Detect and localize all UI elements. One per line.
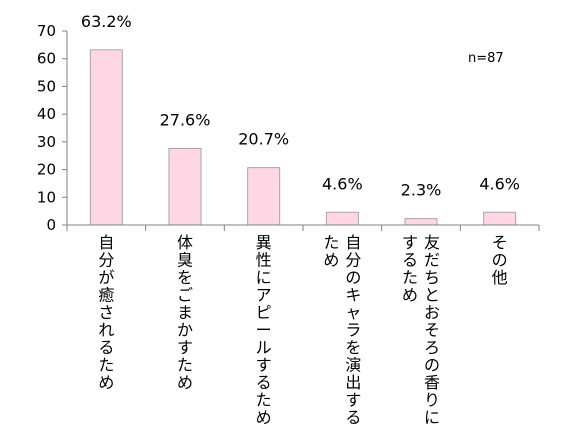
category-label-column: するため <box>402 233 418 305</box>
y-tick-label: 40 <box>37 105 56 123</box>
category-label-column: 友だちとおそろの香りに <box>424 233 440 427</box>
data-labels: 63.2% 27.6% 20.7% 4.6% 2.3% 4.6% <box>81 12 520 200</box>
y-tick-label: 30 <box>37 133 56 151</box>
y-tick-label: 20 <box>37 161 56 179</box>
data-label: 27.6% <box>160 111 211 130</box>
sample-size-note: n=87 <box>468 51 504 66</box>
data-label: 4.6% <box>322 174 363 193</box>
bars <box>89 49 517 226</box>
bar <box>168 148 202 226</box>
y-tick-label: 70 <box>37 22 56 40</box>
category-label-column: 体臭をごまかすため <box>177 233 193 392</box>
category-label: 自分が癒されるため <box>98 233 114 392</box>
bar <box>404 218 438 226</box>
data-label: 20.7% <box>238 130 289 149</box>
bar <box>89 49 123 226</box>
category-label-column: 自分のキャラを演出する <box>345 233 361 427</box>
y-tick-label: 10 <box>37 188 56 206</box>
category-label: 異性にアピールするため <box>256 233 272 427</box>
y-tick-label: 50 <box>37 77 56 95</box>
data-label: 63.2% <box>81 12 132 31</box>
bar <box>325 211 359 226</box>
data-label: 4.6% <box>479 174 520 193</box>
category-label-column: 自分が癒されるため <box>98 233 114 392</box>
category-label-column: ため <box>323 233 339 270</box>
y-tick-label: 60 <box>37 50 56 68</box>
x-axis <box>66 224 540 231</box>
y-tick-label: 0 <box>46 216 56 234</box>
category-label: 体臭をごまかすため <box>177 233 193 392</box>
category-label: その他 <box>492 233 508 287</box>
category-label-column: その他 <box>492 233 508 287</box>
y-axis: 0 10 20 30 40 50 60 70 <box>37 22 68 234</box>
data-label: 2.3% <box>401 181 442 200</box>
bar <box>247 167 281 226</box>
bar <box>483 211 517 226</box>
category-labels: 自分が癒されるため 体臭をごまかすため 異性にアピールするため 自分のキャラを演出する… <box>98 233 507 427</box>
category-label-column: 異性にアピールするため <box>256 233 272 427</box>
